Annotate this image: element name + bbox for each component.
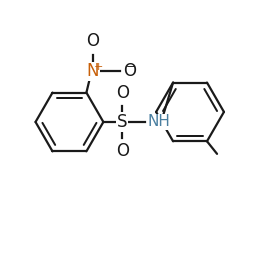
Text: S: S: [117, 113, 127, 131]
Text: O: O: [116, 142, 129, 160]
Text: +: +: [94, 62, 103, 72]
Text: O: O: [116, 84, 129, 102]
Text: NH: NH: [148, 115, 171, 130]
Text: O: O: [123, 62, 136, 80]
Text: −: −: [126, 62, 135, 72]
Text: N: N: [86, 62, 99, 80]
Text: O: O: [86, 33, 99, 50]
